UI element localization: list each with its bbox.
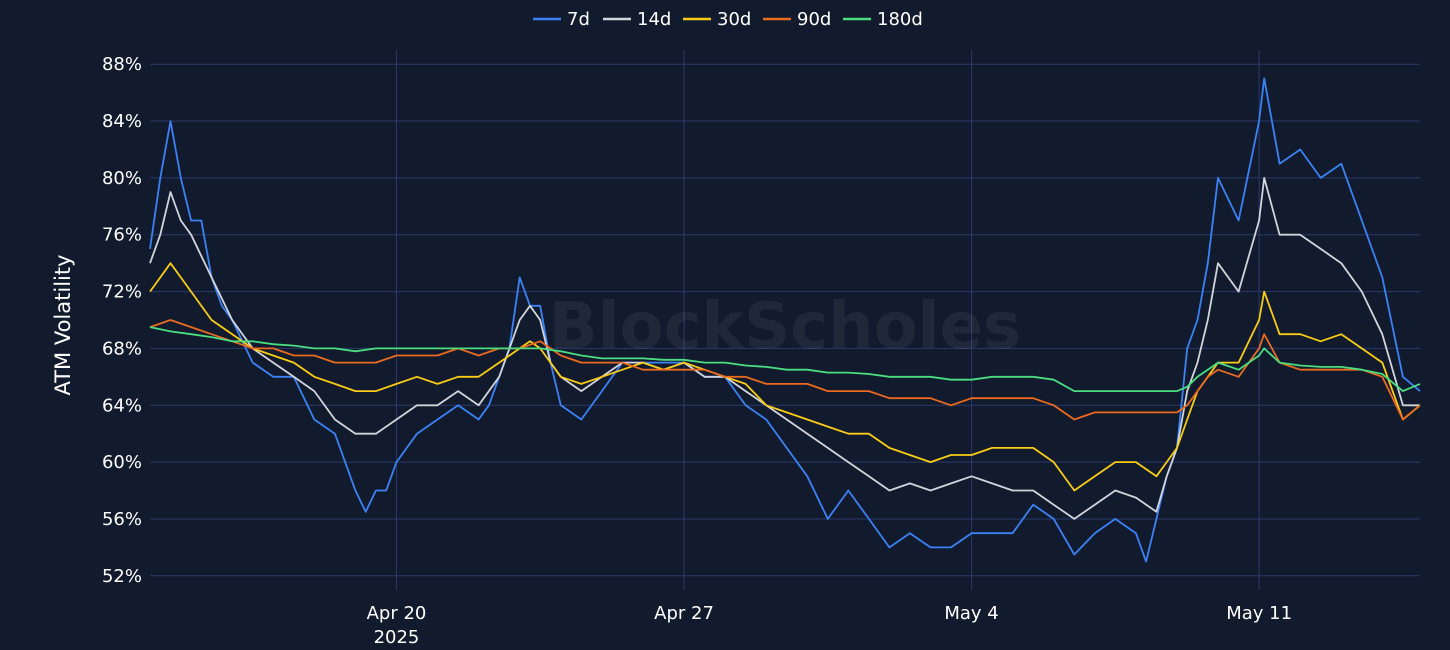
y-tick-label: 72% <box>102 282 142 303</box>
series-line-180d <box>149 326 1421 392</box>
y-tick-label: 68% <box>102 338 142 359</box>
y-axis-ticks: 52% 56% 60% 64% 68% 72% 76% 80% 84% 88% <box>102 54 142 587</box>
series-lines <box>149 77 1421 563</box>
x-tick-label: Apr 27 <box>654 603 714 624</box>
legend-item-90d[interactable]: 90d <box>763 9 831 30</box>
y-tick-label: 84% <box>102 111 142 132</box>
legend-label: 30d <box>717 9 751 30</box>
legend-item-14d[interactable]: 14d <box>603 9 671 30</box>
series-line-7d <box>149 77 1421 563</box>
legend: 7d 14d 30d 90d 180d <box>533 9 923 30</box>
legend-label: 7d <box>567 9 590 30</box>
y-tick-label: 80% <box>102 168 142 189</box>
series-line-90d <box>149 319 1421 421</box>
legend-item-7d[interactable]: 7d <box>533 9 590 30</box>
series-line-30d <box>149 262 1421 492</box>
y-tick-label: 64% <box>102 395 142 416</box>
series-line-14d <box>149 177 1420 520</box>
y-axis-title: ATM Volatility <box>51 254 75 395</box>
y-tick-label: 52% <box>102 566 142 587</box>
legend-label: 14d <box>637 9 671 30</box>
legend-label: 90d <box>797 9 831 30</box>
y-tick-label: 76% <box>102 225 142 246</box>
x-axis-ticks: Apr 20 2025 Apr 27 May 4 May 11 <box>367 603 1292 648</box>
x-tick-label: Apr 20 <box>367 603 427 624</box>
x-tick-sublabel: 2025 <box>374 627 420 648</box>
legend-item-30d[interactable]: 30d <box>683 9 751 30</box>
x-tick-label: May 11 <box>1226 603 1292 624</box>
y-tick-label: 60% <box>102 452 142 473</box>
watermark: BlockScholes <box>549 290 1021 364</box>
y-tick-label: 88% <box>102 54 142 75</box>
x-tick-label: May 4 <box>944 603 998 624</box>
y-tick-label: 56% <box>102 509 142 530</box>
legend-item-180d[interactable]: 180d <box>843 9 923 30</box>
legend-label: 180d <box>877 9 923 30</box>
